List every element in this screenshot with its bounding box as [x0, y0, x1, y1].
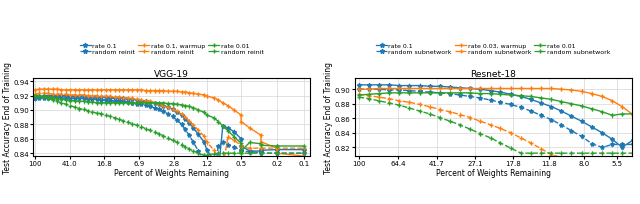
Y-axis label: Test Accuracy End of Training: Test Accuracy End of Training	[3, 62, 12, 173]
X-axis label: Percent of Weights Remaining: Percent of Weights Remaining	[436, 168, 550, 177]
Legend: rate 0.1, random subnetwork, rate 0.03, warmup, random subnetwork, rate 0.01, ra: rate 0.1, random subnetwork, rate 0.03, …	[375, 42, 611, 56]
Title: VGG-19: VGG-19	[154, 69, 189, 78]
Y-axis label: Test Accuracy End of Training: Test Accuracy End of Training	[324, 62, 333, 173]
Legend: rate 0.1, random reinit, rate 0.1, warmup, random reinit, rate 0.01, random rein: rate 0.1, random reinit, rate 0.1, warmu…	[79, 42, 265, 56]
Title: Resnet-18: Resnet-18	[470, 69, 516, 78]
X-axis label: Percent of Weights Remaining: Percent of Weights Remaining	[114, 168, 229, 177]
